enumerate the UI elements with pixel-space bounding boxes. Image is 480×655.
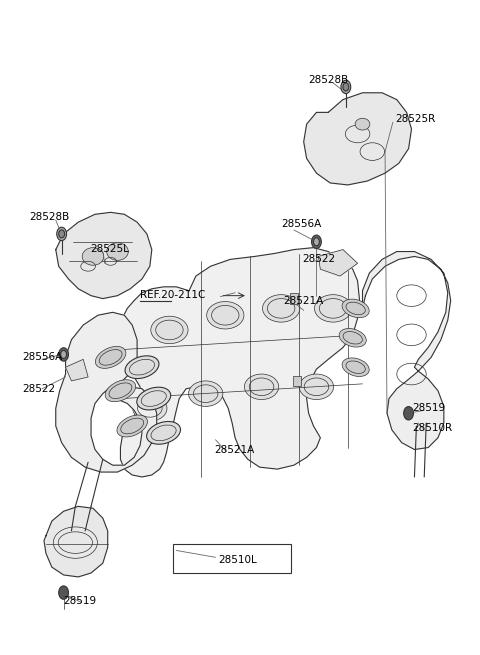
Text: 28519: 28519 (63, 597, 97, 607)
Polygon shape (66, 360, 88, 381)
Ellipse shape (132, 396, 167, 421)
Text: 28510R: 28510R (412, 423, 453, 433)
Circle shape (59, 348, 69, 361)
Ellipse shape (137, 387, 171, 410)
Text: 28510L: 28510L (218, 555, 257, 565)
Text: 28521A: 28521A (283, 295, 324, 305)
Circle shape (341, 80, 351, 94)
Polygon shape (56, 212, 152, 299)
Circle shape (343, 83, 349, 91)
Circle shape (404, 407, 413, 420)
Bar (290, 293, 298, 304)
Polygon shape (304, 93, 411, 185)
Polygon shape (56, 312, 156, 472)
Ellipse shape (105, 380, 136, 402)
Text: 28556A: 28556A (23, 352, 63, 362)
Polygon shape (318, 250, 358, 276)
Circle shape (59, 586, 69, 599)
Ellipse shape (342, 299, 369, 318)
Text: 28521A: 28521A (215, 445, 255, 455)
Circle shape (313, 238, 319, 246)
Polygon shape (362, 252, 451, 449)
Ellipse shape (244, 374, 279, 400)
Text: REF.20-211C: REF.20-211C (140, 290, 205, 300)
Ellipse shape (96, 346, 126, 368)
Ellipse shape (355, 119, 370, 130)
Text: 28525L: 28525L (90, 244, 129, 253)
Circle shape (312, 235, 321, 248)
Ellipse shape (314, 295, 352, 322)
Text: 28522: 28522 (303, 254, 336, 265)
Circle shape (59, 230, 65, 238)
Bar (293, 376, 300, 386)
Polygon shape (120, 248, 360, 477)
Ellipse shape (125, 356, 159, 379)
Bar (173, 544, 291, 573)
Text: 28522: 28522 (23, 384, 56, 394)
Ellipse shape (146, 421, 180, 444)
Text: 28519: 28519 (412, 403, 445, 413)
Circle shape (57, 227, 67, 240)
Ellipse shape (339, 329, 366, 347)
Ellipse shape (82, 248, 104, 265)
Text: 28556A: 28556A (281, 219, 322, 229)
Ellipse shape (342, 358, 369, 377)
Text: 28528B: 28528B (309, 75, 349, 85)
Ellipse shape (189, 381, 223, 406)
Circle shape (60, 350, 67, 358)
Ellipse shape (151, 316, 188, 344)
Text: 28525R: 28525R (395, 114, 435, 124)
Polygon shape (44, 506, 108, 577)
Text: 28528B: 28528B (29, 212, 70, 222)
Ellipse shape (107, 243, 128, 261)
Ellipse shape (207, 301, 244, 329)
Ellipse shape (300, 374, 334, 400)
Ellipse shape (117, 415, 147, 437)
Ellipse shape (263, 295, 300, 322)
